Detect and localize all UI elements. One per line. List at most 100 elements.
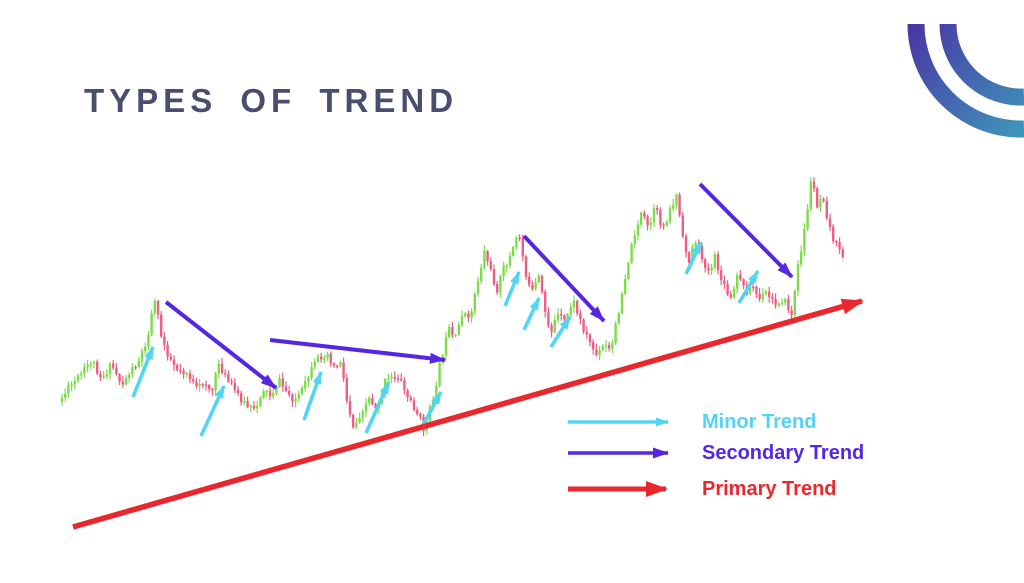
candle-body	[204, 384, 208, 386]
candle-body	[646, 216, 649, 226]
candle-body	[588, 334, 592, 343]
candle-body	[736, 275, 739, 289]
candle-body	[275, 386, 278, 394]
candle-body	[764, 291, 768, 294]
candle-body	[361, 411, 364, 419]
page-title: TYPES OF TREND	[84, 82, 459, 119]
candle-body	[508, 255, 512, 266]
candle-body	[108, 363, 112, 375]
candle-body	[486, 251, 489, 262]
candle-body	[723, 280, 726, 285]
candle-body	[393, 377, 396, 379]
candle-body	[496, 284, 499, 293]
candle-body	[259, 397, 262, 406]
candle-body	[339, 362, 342, 366]
candle-body	[700, 246, 704, 260]
candle-body	[790, 310, 793, 316]
candle-body	[230, 381, 233, 383]
candle-body	[179, 369, 182, 372]
candle-body	[99, 373, 102, 378]
candle-body	[288, 390, 291, 395]
candle-body	[614, 323, 617, 343]
candle-body	[777, 304, 780, 306]
candle-body	[412, 400, 416, 410]
candle-body	[841, 249, 844, 258]
candle-body	[838, 242, 841, 250]
candle-body	[233, 382, 236, 390]
candle-body	[576, 300, 579, 314]
candle-body	[172, 359, 176, 366]
candle-body	[649, 222, 652, 226]
legend-item-primary-trend: Primary Trend	[566, 479, 837, 499]
candle-body	[227, 373, 230, 382]
candle-body	[659, 210, 662, 225]
candle-body	[604, 345, 608, 347]
candle-body	[438, 362, 441, 386]
candle-body	[137, 361, 140, 368]
trend-arrow	[522, 234, 606, 323]
candle-body	[470, 311, 473, 318]
candle-body	[633, 235, 636, 244]
candle-body	[236, 389, 240, 394]
candle-body	[793, 290, 796, 316]
candle-body	[368, 398, 371, 404]
candle-body	[371, 398, 374, 405]
candle-body	[585, 331, 588, 335]
candle-body	[768, 291, 771, 298]
candle-body	[176, 365, 179, 370]
candle-body	[624, 279, 627, 294]
candle-body	[582, 319, 585, 332]
candle-body	[652, 208, 656, 223]
candle-body	[147, 334, 150, 347]
candle-body	[246, 400, 249, 408]
trend-arrow	[737, 270, 760, 304]
candle-body	[819, 199, 822, 208]
candle-body	[553, 320, 556, 332]
candle-body	[336, 365, 339, 368]
candle-body	[512, 247, 515, 256]
candle-body	[505, 265, 508, 267]
candle-body	[499, 275, 502, 293]
candle-body	[758, 293, 761, 300]
candle-body	[809, 181, 812, 210]
candle-body	[636, 224, 640, 236]
trend-arrow	[364, 381, 391, 434]
candle-body	[124, 377, 128, 385]
candle-body	[400, 378, 403, 381]
candle-body	[643, 212, 646, 217]
candle-body	[739, 275, 742, 280]
trend-arrow	[698, 182, 794, 279]
candle-body	[140, 350, 144, 362]
candle-body	[780, 302, 784, 305]
candle-body	[358, 418, 361, 423]
candle-body	[668, 208, 672, 222]
candle-body	[390, 377, 393, 379]
trend-arrow	[684, 241, 703, 275]
candle-body	[211, 389, 214, 391]
candle-body	[476, 280, 480, 295]
candle-body	[521, 238, 524, 257]
candle-body	[192, 379, 195, 382]
trend-arrow	[269, 338, 446, 364]
minor-trend-arrow-icon	[568, 417, 669, 427]
candle-body	[355, 422, 358, 428]
candle-body	[592, 342, 595, 350]
candle-body	[547, 311, 550, 326]
candle-body	[150, 313, 153, 335]
candle-body	[67, 385, 70, 394]
candle-body	[348, 400, 352, 415]
candle-body	[278, 378, 281, 387]
candle-body	[281, 378, 284, 387]
candle-body	[60, 397, 64, 402]
candle-body	[249, 406, 252, 408]
trend-arrow	[164, 300, 278, 390]
candle-body	[457, 325, 460, 335]
candle-body	[451, 326, 454, 336]
candle-body	[272, 393, 275, 397]
candle-body	[467, 313, 470, 318]
candle-body	[796, 264, 800, 291]
candle-body	[684, 236, 688, 253]
candle-body	[262, 390, 265, 398]
candle-body	[825, 200, 828, 219]
